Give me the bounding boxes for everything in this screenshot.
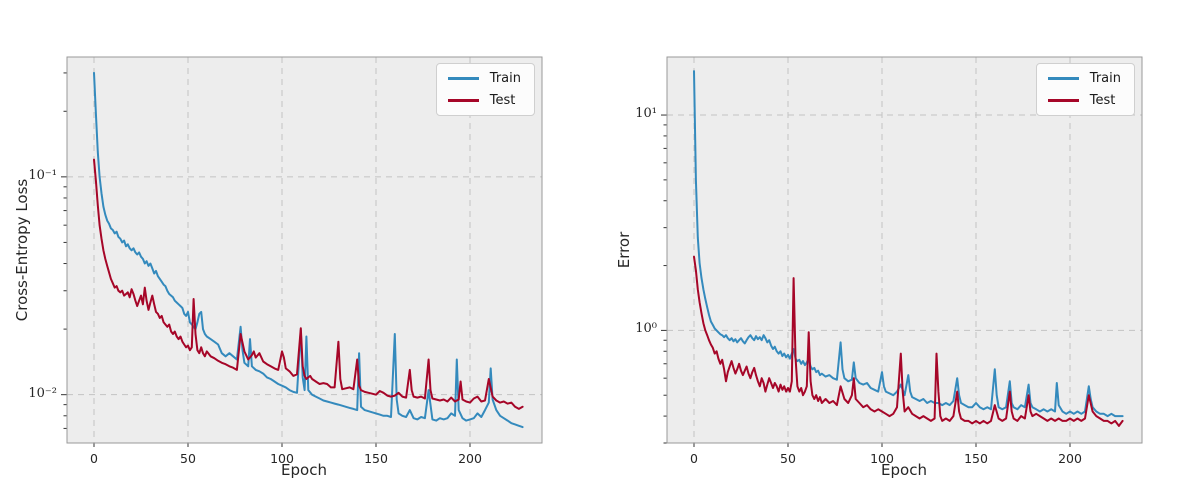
error-yaxis-label: Error — [615, 231, 633, 269]
loss-tick-marks — [61, 72, 471, 447]
error-grid — [667, 57, 1142, 443]
loss-x-tick-label: 150 — [364, 451, 388, 466]
error-test-line — [693, 255, 1124, 427]
loss-legend-item-train: Train — [447, 71, 521, 86]
error-y-tick-label: 10¹ — [635, 106, 657, 122]
loss-y-tick-label: 10⁻² — [28, 385, 57, 401]
loss-x-tick-label: 50 — [180, 451, 196, 466]
error-legend-item-train: Train — [1047, 71, 1121, 86]
error-x-tick-label: 100 — [870, 451, 894, 466]
test-legend-label: Test — [1089, 93, 1116, 108]
train-legend-label: Train — [489, 71, 521, 86]
loss-train-line — [93, 71, 524, 429]
loss-x-tick-label: 0 — [90, 451, 98, 466]
error-x-tick-label: 200 — [1058, 451, 1082, 466]
train-legend-label: Train — [1089, 71, 1121, 86]
loss-legend-item-test: Test — [447, 93, 521, 108]
loss-legend: Train Test — [435, 63, 535, 116]
test-legend-label: Test — [489, 93, 516, 108]
error-plot-area — [667, 57, 1142, 443]
error-x-tick-label: 50 — [780, 451, 796, 466]
error-train-line — [693, 70, 1124, 418]
train-line-swatch — [1047, 77, 1079, 80]
loss-xaxis-label: Epoch — [281, 461, 327, 479]
error-tick-marks — [661, 114, 1071, 447]
test-line-swatch — [447, 99, 479, 102]
error-x-tick-label: 0 — [690, 451, 698, 466]
loss-x-tick-label: 100 — [270, 451, 294, 466]
error-legend-item-test: Test — [1047, 93, 1121, 108]
loss-x-tick-label: 200 — [458, 451, 482, 466]
error-spines — [666, 56, 1143, 444]
loss-y-tick-label: 10⁻¹ — [28, 167, 57, 183]
error-y-tick-label: 10⁰ — [635, 321, 657, 337]
train-line-swatch — [447, 77, 479, 80]
error-legend: Train Test — [1035, 63, 1135, 116]
error-x-tick-label: 150 — [964, 451, 988, 466]
error-xaxis-label: Epoch — [881, 461, 927, 479]
loss-test-line — [93, 158, 524, 410]
loss-grid — [67, 57, 542, 443]
loss-spines — [66, 56, 543, 444]
loss-yaxis-label: Cross-Entropy Loss — [13, 178, 31, 322]
test-line-swatch — [1047, 99, 1079, 102]
